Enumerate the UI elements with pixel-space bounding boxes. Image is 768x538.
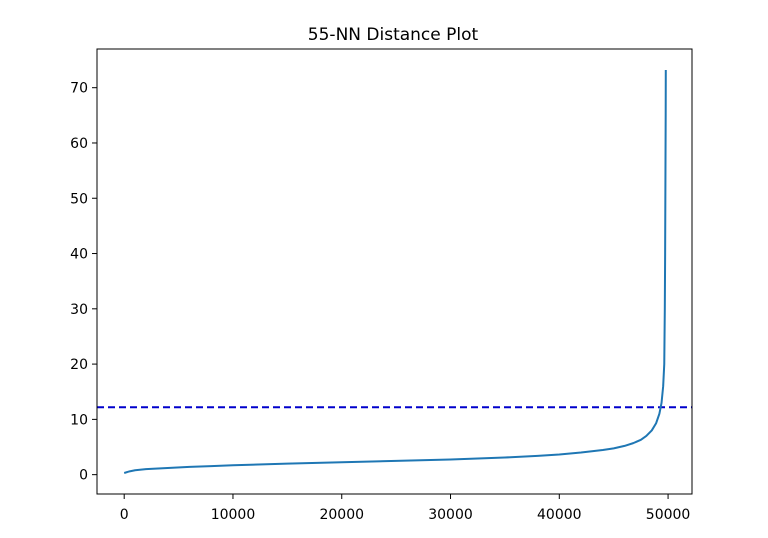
y-tick-label: 10 [70,412,88,428]
x-axis: 0 10000 20000 30000 40000 50000 [120,494,691,523]
x-tick-label: 10000 [211,507,256,523]
x-tick-label: 20000 [319,507,364,523]
series-line [123,70,667,474]
y-axis: 0 10 20 30 40 50 60 70 [70,81,97,484]
chart-title: 55-NN Distance Plot [308,25,479,45]
plot-area [97,70,692,474]
y-tick-label: 40 [70,247,88,263]
y-tick-label: 30 [70,302,88,318]
y-tick-label: 0 [79,468,88,484]
axes-frame [96,48,693,495]
x-tick-label: 30000 [428,507,473,523]
x-tick-label: 40000 [537,507,582,523]
x-tick-label: 0 [120,507,129,523]
x-tick-label: 50000 [646,507,691,523]
y-tick-label: 70 [70,81,88,97]
y-tick-label: 50 [70,191,88,207]
y-tick-label: 20 [70,357,88,373]
y-tick-label: 60 [70,136,88,152]
